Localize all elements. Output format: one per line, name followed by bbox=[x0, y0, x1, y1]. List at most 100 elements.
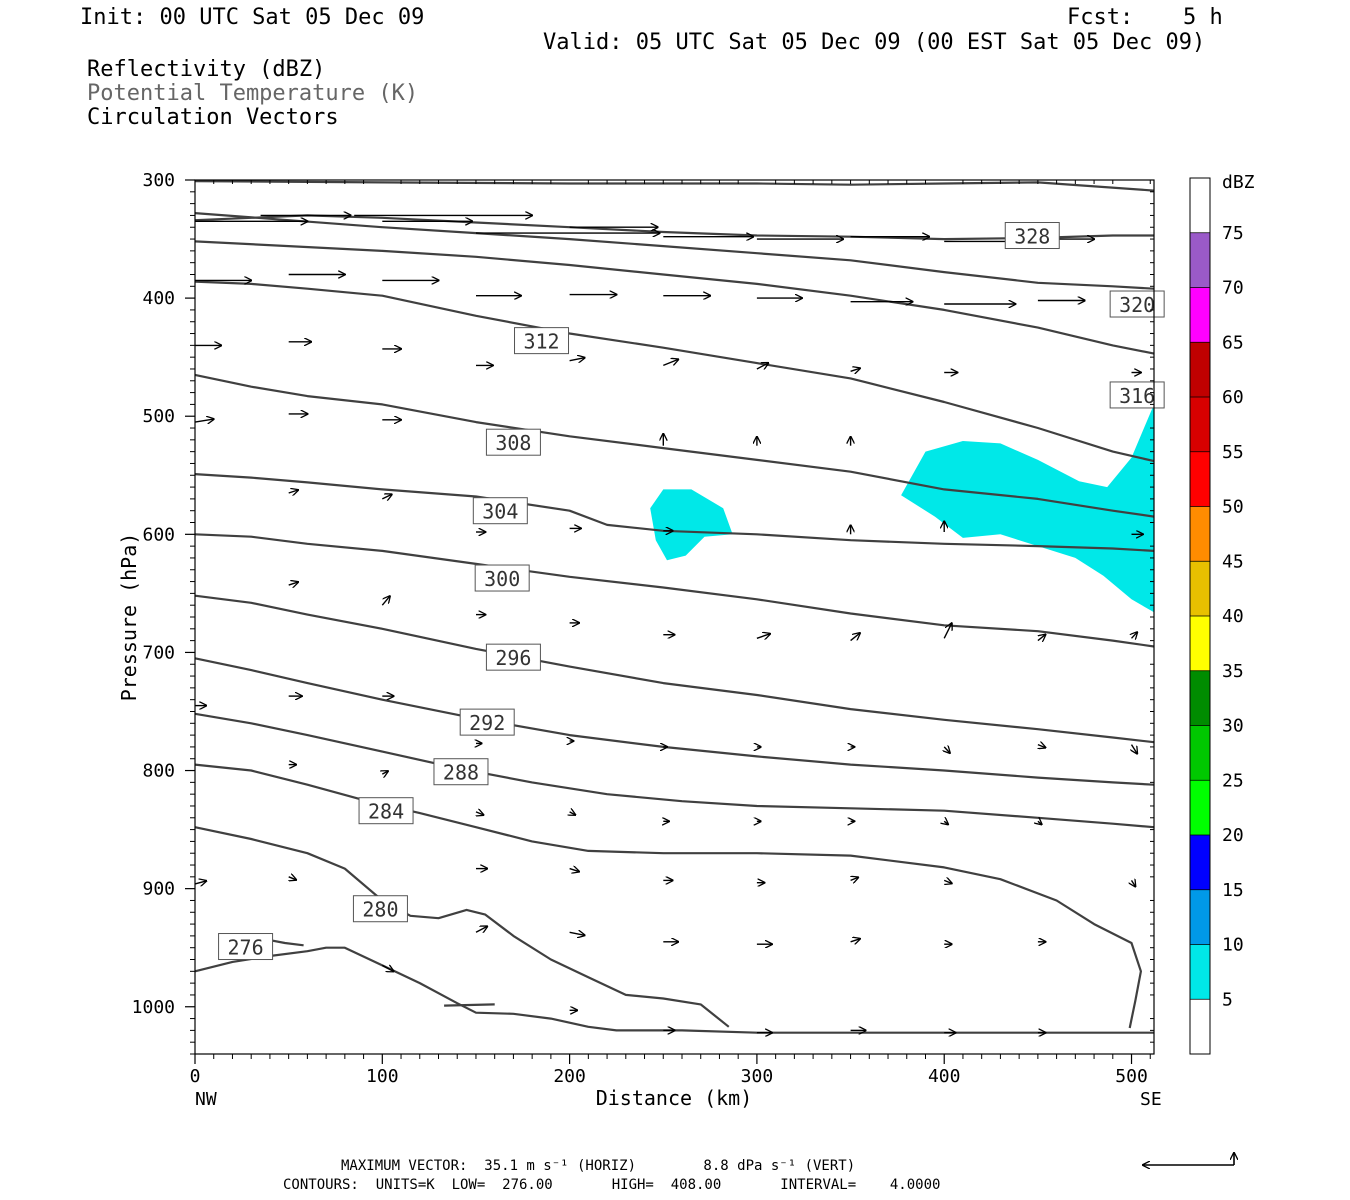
circulation-vector bbox=[288, 490, 298, 493]
y-axis-label: Pressure (hPa) bbox=[117, 533, 141, 702]
reflectivity-layer bbox=[650, 404, 1154, 613]
colorbar: 5 10 15 20 25 30 35 40 45 50 55 60 65 70 75 bbox=[1189, 177, 1244, 1055]
plot-frame bbox=[194, 179, 1155, 1055]
contour-label-box-316 bbox=[1109, 381, 1165, 409]
colorbar-label: 40 bbox=[1222, 606, 1244, 627]
colorbar-label: 60 bbox=[1222, 387, 1244, 408]
contour-label-276: 276 bbox=[228, 936, 264, 960]
reflectivity-area-1 bbox=[901, 404, 1154, 613]
contour-label-box-328 bbox=[1004, 222, 1060, 250]
colorbar-label: 65 bbox=[1222, 332, 1244, 353]
x-endpoint-se: SE bbox=[1140, 1089, 1162, 1110]
contour-label-328: 328 bbox=[1014, 225, 1050, 249]
circulation-vector bbox=[381, 596, 390, 606]
forecast-hour: 5 h bbox=[1183, 5, 1223, 30]
y-tick-label: 900 bbox=[142, 879, 175, 900]
contour-label-320: 320 bbox=[1119, 293, 1155, 317]
colorbar-label: 5 bbox=[1222, 989, 1233, 1010]
circulation-vector bbox=[569, 358, 585, 361]
y-tick-label: 600 bbox=[142, 524, 175, 545]
circulation-vector bbox=[756, 634, 770, 639]
forecast-label: Fcst: bbox=[1067, 5, 1134, 30]
contour-label-box-280 bbox=[352, 895, 408, 923]
circulation-vector bbox=[944, 880, 952, 883]
circulation-vector bbox=[289, 877, 296, 880]
colorbar-swatch bbox=[1190, 670, 1210, 726]
circulation-vector bbox=[1132, 880, 1136, 886]
circulation-vector bbox=[944, 821, 948, 824]
max-vector-note: MAXIMUM VECTOR: 35.1 m s⁻¹ (HORIZ) 8.8 d… bbox=[341, 1158, 856, 1174]
axis-layer: 300 400 500 600 700 800 900 1000 0 100 200 300 400 50… bbox=[132, 170, 1154, 1087]
theta-contour-320 bbox=[194, 212, 1155, 290]
circulation-vector bbox=[194, 419, 214, 422]
circulation-vector bbox=[850, 633, 860, 642]
theta-contour-276 bbox=[194, 946, 1154, 1034]
theta-contour-300 bbox=[194, 533, 1155, 648]
colorbar-swatch bbox=[1190, 178, 1210, 233]
circulation-vector bbox=[1038, 745, 1046, 748]
colorbar-swatch bbox=[1190, 451, 1210, 507]
x-tick-label: 400 bbox=[928, 1066, 961, 1087]
theta-contour-280 bbox=[444, 1003, 495, 1007]
theta-contour-292 bbox=[194, 657, 1155, 786]
contour-label-box-308 bbox=[485, 428, 541, 456]
contour-label-308: 308 bbox=[495, 431, 531, 455]
colorbar-label: 55 bbox=[1222, 442, 1244, 463]
colorbar-label: 25 bbox=[1222, 770, 1244, 791]
x-tick-label: 0 bbox=[190, 1066, 201, 1087]
contour-label-layer: 276 280 284 288 292 296 300 304 308 312 316 320 328 bbox=[218, 222, 1165, 961]
contour-label-300: 300 bbox=[484, 567, 520, 591]
circulation-vector bbox=[850, 939, 860, 942]
theta-contour-304 bbox=[194, 473, 1155, 552]
contour-label-box-276 bbox=[218, 933, 274, 961]
y-tick-label: 700 bbox=[142, 642, 175, 663]
colorbar-swatch bbox=[1190, 506, 1210, 562]
circulation-vector bbox=[569, 932, 585, 935]
circulation-vector bbox=[1038, 635, 1046, 641]
colorbar-label: 75 bbox=[1222, 223, 1244, 244]
layer-theta: Potential Temperature (K) bbox=[87, 81, 419, 106]
colorbar-label: 20 bbox=[1222, 825, 1244, 846]
colorbar-title: dBZ bbox=[1222, 172, 1255, 193]
circulation-vector bbox=[944, 747, 950, 753]
theta-contour-312 bbox=[194, 280, 1155, 463]
circulation-vector bbox=[851, 877, 859, 880]
contour-label-288: 288 bbox=[443, 761, 479, 785]
circulation-vector bbox=[850, 368, 860, 371]
vector-layer bbox=[194, 215, 1143, 1032]
colorbar-label: 35 bbox=[1222, 661, 1244, 682]
circulation-vector bbox=[194, 881, 206, 884]
contour-label-box-296 bbox=[485, 643, 541, 671]
x-tick-label: 100 bbox=[366, 1066, 399, 1087]
x-endpoint-nw: NW bbox=[195, 1089, 217, 1110]
colorbar-swatch bbox=[1190, 342, 1210, 397]
contour-label-box-304 bbox=[472, 497, 528, 525]
colorbar-swatch bbox=[1190, 944, 1210, 1000]
circulation-vector bbox=[1132, 744, 1138, 754]
y-tick-label: 400 bbox=[142, 288, 175, 309]
theta-contour-layer bbox=[194, 180, 1155, 1034]
circulation-vector bbox=[569, 869, 579, 872]
y-tick-label: 300 bbox=[142, 170, 175, 191]
colorbar-label: 50 bbox=[1222, 497, 1244, 518]
circulation-vector bbox=[1038, 821, 1042, 824]
theta-contour-296 bbox=[194, 594, 1155, 744]
theta-contour-288 bbox=[194, 712, 1155, 829]
colorbar-label: 45 bbox=[1222, 551, 1244, 572]
contour-label-box-288 bbox=[433, 758, 489, 786]
contour-label-box-284 bbox=[358, 797, 414, 825]
contour-label-box-292 bbox=[459, 708, 515, 736]
theta-contour-328 bbox=[194, 180, 1155, 192]
x-tick-label: 500 bbox=[1115, 1066, 1148, 1087]
y-tick-label: 500 bbox=[142, 406, 175, 427]
contour-label-312: 312 bbox=[523, 330, 559, 354]
colorbar-label: 70 bbox=[1222, 278, 1244, 299]
circulation-vector bbox=[381, 965, 393, 971]
y-tick-label: 800 bbox=[142, 761, 175, 782]
circulation-vector bbox=[476, 812, 483, 815]
contour-label-box-312 bbox=[514, 327, 570, 355]
colorbar-swatch bbox=[1190, 835, 1210, 890]
contour-label-296: 296 bbox=[495, 646, 531, 670]
circulation-vector bbox=[382, 771, 388, 774]
